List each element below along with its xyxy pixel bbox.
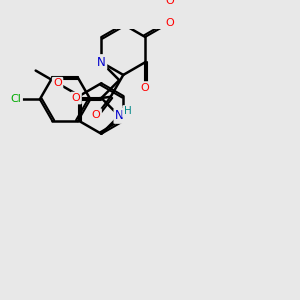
Text: H: H — [124, 106, 131, 116]
Text: O: O — [92, 110, 100, 119]
Text: N: N — [97, 56, 106, 69]
Text: O: O — [141, 82, 150, 93]
Text: N: N — [97, 56, 106, 69]
Text: O: O — [165, 17, 174, 28]
Text: Cl: Cl — [11, 94, 22, 104]
Text: O: O — [165, 0, 174, 6]
Text: O: O — [72, 93, 80, 103]
Text: N: N — [115, 110, 124, 122]
Text: O: O — [53, 78, 62, 88]
